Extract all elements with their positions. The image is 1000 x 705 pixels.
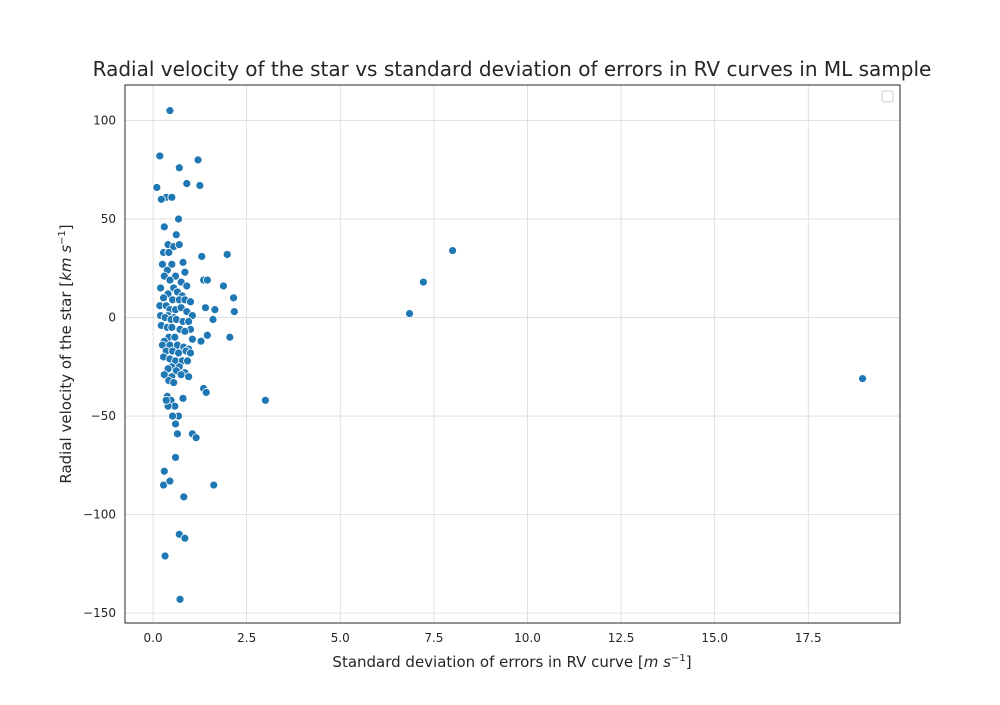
grid <box>125 85 900 623</box>
data-point <box>161 395 171 405</box>
data-point <box>159 466 169 476</box>
data-point <box>219 281 228 291</box>
x-axis-label: Standard deviation of errors in RV curve… <box>332 653 691 671</box>
data-point <box>448 246 457 255</box>
data-point <box>184 317 194 326</box>
x-tick-label: 12.5 <box>608 631 635 645</box>
data-point <box>165 275 175 285</box>
data-point <box>178 257 188 267</box>
y-tick-label: 0 <box>108 311 116 325</box>
data-point <box>202 275 212 285</box>
x-tick-label: 17.5 <box>795 631 822 645</box>
data-point <box>156 283 165 293</box>
data-point <box>170 332 180 342</box>
data-point <box>167 259 177 269</box>
data-point <box>175 594 185 604</box>
y-axis-label: Radial velocity of the star [km s−1] <box>57 224 75 483</box>
data-point <box>179 492 189 502</box>
x-tick-label: 7.5 <box>424 631 443 645</box>
data-point <box>167 192 177 202</box>
data-point <box>165 476 175 486</box>
data-point <box>171 230 181 240</box>
data-point <box>210 305 220 315</box>
data-point <box>158 259 167 269</box>
y-tick-label: 50 <box>101 212 116 226</box>
y-tick-label: −100 <box>83 508 116 522</box>
data-point <box>222 250 232 259</box>
data-point <box>180 326 190 336</box>
data-point <box>165 106 175 116</box>
data-point <box>174 348 183 358</box>
data-point <box>174 214 183 224</box>
data-point <box>260 395 270 405</box>
data-point <box>201 388 211 397</box>
data-point <box>195 181 205 190</box>
y-axis-ticks: −150 −100 −50 0 50 100 <box>83 113 116 620</box>
data-point <box>159 293 168 303</box>
data-point <box>191 433 201 443</box>
data-point <box>193 155 203 165</box>
data-point <box>225 332 235 342</box>
data-point <box>187 334 197 344</box>
data-point <box>167 322 177 332</box>
data-point <box>155 151 165 161</box>
data-point <box>182 281 192 291</box>
data-point <box>171 419 180 429</box>
y-tick-label: −50 <box>91 409 116 423</box>
data-point <box>160 551 170 561</box>
data-point <box>186 297 195 307</box>
data-point <box>176 370 186 380</box>
data-point <box>178 393 188 403</box>
x-axis-ticks: 0.0 2.5 5.0 7.5 10.0 12.5 15.0 17.5 <box>144 631 822 645</box>
x-tick-label: 15.0 <box>701 631 728 645</box>
data-point <box>405 309 414 319</box>
data-point <box>171 453 180 462</box>
data-points <box>152 106 867 604</box>
data-point <box>184 372 194 382</box>
data-point <box>159 480 168 490</box>
data-point <box>180 533 190 543</box>
data-point <box>174 240 184 250</box>
data-point <box>156 194 166 204</box>
data-point <box>164 248 174 257</box>
data-point <box>169 378 179 387</box>
data-point <box>186 348 195 358</box>
data-point <box>202 330 212 340</box>
data-point <box>159 222 169 232</box>
y-tick-label: 100 <box>93 113 116 127</box>
data-point <box>229 293 238 303</box>
data-point <box>152 183 162 192</box>
data-point <box>196 336 206 346</box>
data-point <box>168 411 177 421</box>
data-point <box>173 429 182 439</box>
data-point <box>209 480 219 490</box>
data-point <box>418 277 428 287</box>
data-point <box>182 179 192 188</box>
data-point <box>183 356 192 366</box>
data-point <box>229 307 239 317</box>
x-tick-label: 0.0 <box>144 631 163 645</box>
data-point <box>201 303 210 313</box>
legend-box <box>881 90 894 103</box>
data-point <box>858 374 867 384</box>
x-tick-label: 5.0 <box>331 631 350 645</box>
y-tick-label: −150 <box>83 606 116 620</box>
x-tick-label: 10.0 <box>514 631 541 645</box>
data-point <box>197 252 207 261</box>
x-tick-label: 2.5 <box>237 631 256 645</box>
plot-frame <box>124 84 901 624</box>
data-point <box>180 267 190 277</box>
chart-title: Radial velocity of the star vs standard … <box>93 57 932 81</box>
data-point <box>174 163 184 173</box>
data-point <box>208 315 218 324</box>
